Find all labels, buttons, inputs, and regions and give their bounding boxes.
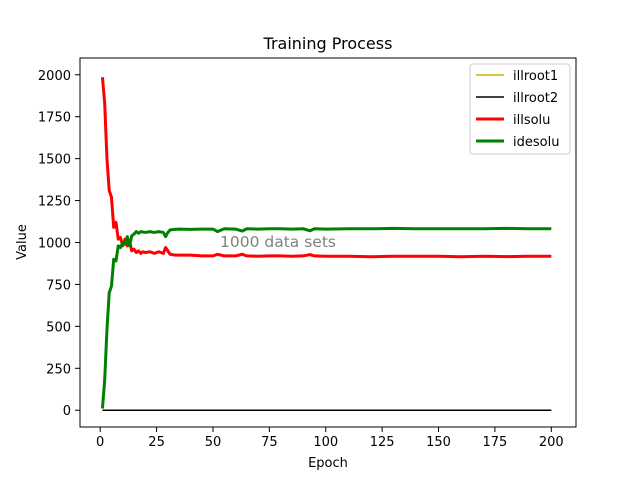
x-tick-label: 75 — [261, 435, 278, 450]
x-tick-label: 0 — [96, 435, 104, 450]
legend-label-illroot2: illroot2 — [513, 91, 558, 106]
legend-label-illroot1: illroot1 — [513, 69, 558, 84]
ticks-layer: 0 25 50 75 100 125 150 175 200025050075010001250… — [38, 69, 564, 450]
x-tick-label: 125 — [370, 435, 395, 450]
y-tick-label: 1750 — [38, 111, 71, 126]
y-tick-label: 1250 — [38, 195, 71, 210]
legend: illroot1 illroot2 illsolu idesolu — [469, 63, 571, 155]
y-tick-label: 500 — [46, 320, 71, 335]
legend-label-idesolu: idesolu — [513, 135, 559, 150]
y-tick-label: 750 — [46, 278, 71, 293]
x-tick-label: 150 — [426, 435, 451, 450]
y-axis-title: Value — [15, 224, 30, 260]
x-tick-label: 25 — [148, 435, 165, 450]
chart-title: Training Process — [263, 34, 393, 53]
series-line-idesolu — [100, 226, 552, 409]
annotation-text: 1000 data sets — [220, 233, 336, 251]
legend-box — [469, 63, 571, 155]
legend-label-illsolu: illsolu — [513, 113, 550, 128]
x-axis-title: Epoch — [308, 456, 348, 471]
y-tick-label: 1000 — [38, 237, 71, 252]
x-tick-label: 175 — [482, 435, 507, 450]
x-tick-label: 50 — [205, 435, 222, 450]
y-tick-label: 2000 — [38, 69, 71, 84]
y-tick-label: 250 — [46, 362, 71, 377]
y-tick-label: 1500 — [38, 153, 71, 168]
x-tick-label: 200 — [539, 435, 564, 450]
x-tick-label: 100 — [313, 435, 338, 450]
series-layer — [100, 77, 552, 411]
y-tick-label: 0 — [63, 404, 71, 419]
